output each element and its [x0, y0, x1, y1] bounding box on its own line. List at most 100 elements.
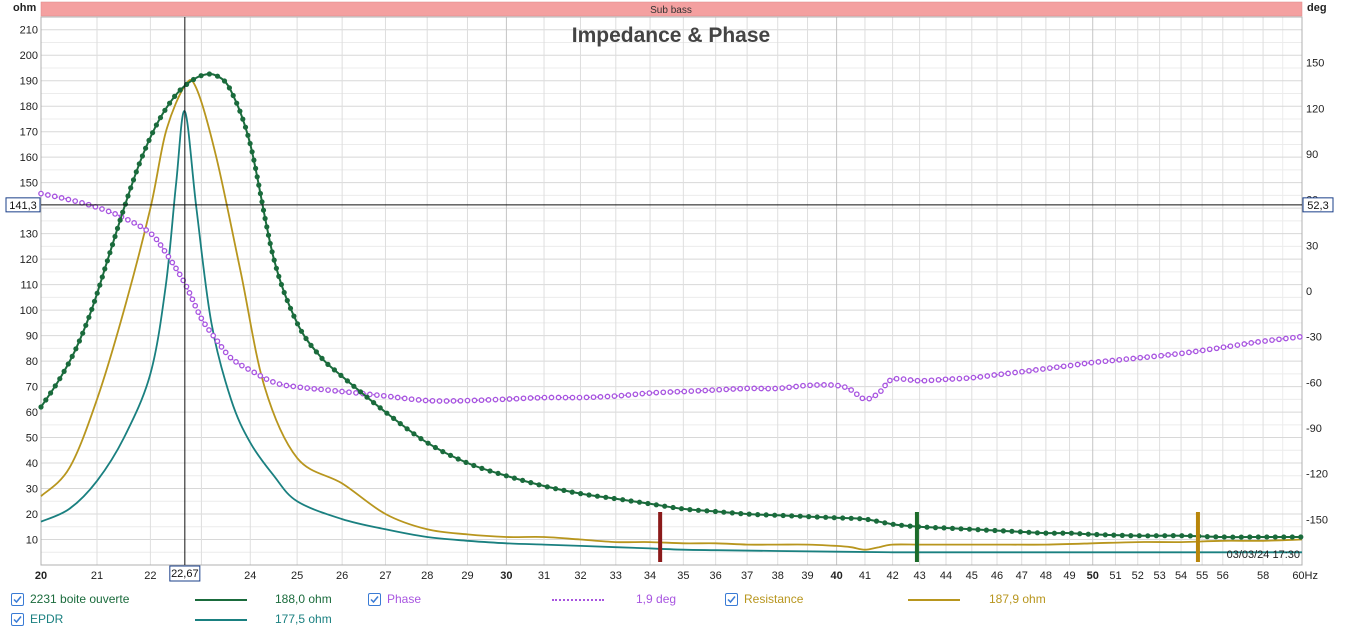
- series-2231-boite-ouverte-point: [52, 383, 58, 389]
- series-2231-boite-ouverte-point: [303, 335, 309, 342]
- series-phase-point: [51, 193, 58, 200]
- series-phase-point: [1088, 359, 1095, 366]
- series-phase-point: [723, 386, 730, 393]
- series-phase-point: [841, 384, 848, 390]
- series-phase-point: [1220, 344, 1227, 351]
- series-phase-point: [112, 211, 118, 217]
- series-2231-boite-ouverte-point: [528, 480, 534, 486]
- series-2231-boite-ouverte-point: [109, 242, 116, 248]
- series-2231-boite-ouverte-point: [645, 500, 651, 507]
- legend-value-2231: 188,0 ohm: [275, 592, 332, 606]
- series-phase-point: [318, 386, 324, 393]
- series-2231-boite-ouverte-point: [249, 149, 255, 155]
- series-2231-boite-ouverte-point: [992, 527, 998, 534]
- series-2231-boite-ouverte-point: [172, 93, 178, 99]
- series-2231-boite-ouverte-point: [265, 232, 272, 238]
- series-phase-point: [914, 377, 921, 384]
- series-phase-point: [625, 392, 632, 398]
- series-2231-boite-ouverte-point: [294, 321, 301, 327]
- y-right-tick-label: -120: [1306, 469, 1328, 481]
- cursor-layer[interactable]: 22,67 141,3 52,3: [5, 17, 1334, 582]
- series-phase-point: [900, 376, 907, 382]
- x-tick-label: 47: [1016, 570, 1028, 582]
- legend-item-epdr[interactable]: EPDR: [11, 610, 63, 628]
- series-epdr-line: [40, 110, 1302, 554]
- series-phase-point: [1137, 354, 1144, 361]
- y-left-tick-label: 80: [26, 356, 38, 368]
- series-2231-boite-ouverte-point: [1009, 528, 1015, 534]
- series-2231-boite-ouverte-point: [857, 516, 863, 522]
- markers-layer: [658, 512, 1200, 562]
- series-2231-boite-ouverte-point: [586, 492, 592, 498]
- series-2231-boite-ouverte-point: [636, 499, 643, 505]
- legend-label-resistance: Resistance: [744, 592, 804, 606]
- series-2231-boite-ouverte-point: [1145, 533, 1151, 539]
- y-right-tick-label: -150: [1306, 514, 1328, 526]
- checkbox-resistance[interactable]: [725, 592, 738, 606]
- series-phase-point: [928, 377, 935, 384]
- checkbox-epdr[interactable]: [11, 612, 24, 626]
- series-2231-boite-ouverte-point: [440, 449, 446, 455]
- legend-item-resistance[interactable]: Resistance: [725, 590, 803, 608]
- cursor-y-right-label: 52,3: [1307, 200, 1328, 212]
- series-phase-point: [1081, 360, 1088, 367]
- series-2231-boite-ouverte-point: [823, 514, 829, 520]
- cursor-y-right-label-box: [1302, 197, 1334, 213]
- y-left-tick-label: 100: [20, 305, 38, 317]
- series-phase-point: [1095, 359, 1102, 365]
- checkbox-phase[interactable]: [368, 592, 381, 606]
- x-tick-label: 53: [1153, 570, 1165, 582]
- series-phase-point: [1019, 368, 1025, 375]
- series-2231-boite-ouverte-point: [298, 328, 305, 334]
- series-2231-boite-ouverte-point: [463, 459, 469, 465]
- checkbox-2231[interactable]: [11, 592, 24, 606]
- series-phase-point: [137, 223, 144, 230]
- x-tick-label: 22: [144, 570, 156, 582]
- series-2231-boite-ouverte-point: [120, 209, 126, 215]
- y-right-tick-label: -30: [1306, 332, 1322, 344]
- series-2231-boite-ouverte-point: [308, 342, 314, 348]
- series-2231-boite-ouverte-point: [1153, 533, 1159, 539]
- series-2231-boite-ouverte-point: [247, 140, 253, 147]
- series-2231-boite-ouverte-point: [38, 404, 44, 410]
- series-2231-boite-ouverte-point: [259, 199, 265, 205]
- series-phase-point: [1053, 364, 1060, 371]
- series-phase-point: [443, 398, 450, 404]
- series-layer: [38, 71, 1304, 554]
- series-phase-point: [58, 195, 65, 201]
- legend-item-2231[interactable]: 2231 boite ouverte: [11, 590, 129, 608]
- series-2231-boite-ouverte-point: [313, 349, 319, 355]
- series-2231-boite-ouverte-point: [291, 313, 297, 319]
- x-tick-label: 27: [379, 570, 391, 582]
- series-2231-boite-ouverte-point: [578, 491, 584, 497]
- series-2231-boite-ouverte-point: [57, 376, 63, 382]
- series-2231-boite-ouverte-point: [662, 503, 668, 509]
- series-phase-point: [688, 388, 695, 394]
- series-2231-boite-ouverte-point: [240, 116, 246, 122]
- x-tick-label: 30: [500, 570, 512, 582]
- x-tick-label: 32: [574, 570, 586, 582]
- series-2231-boite-ouverte-point: [262, 215, 268, 222]
- y-left-tick-label: 190: [20, 76, 38, 88]
- x-tick-label: 43: [913, 570, 925, 582]
- series-2231-boite-ouverte-point: [1272, 534, 1278, 540]
- series-2231-boite-ouverte-point: [1068, 530, 1074, 536]
- band-bar[interactable]: [40, 1, 1303, 17]
- series-2231-boite-ouverte-point: [611, 495, 617, 502]
- series-phase-point: [263, 376, 270, 382]
- series-phase-point: [297, 384, 304, 391]
- legend-item-phase[interactable]: Phase: [368, 590, 421, 608]
- series-2231-boite-ouverte-point: [511, 475, 517, 481]
- series-2231-boite-ouverte-point: [97, 282, 103, 288]
- series-2231-boite-ouverte-point: [1238, 534, 1244, 540]
- series-phase-point: [72, 198, 79, 204]
- series-phase-point: [189, 296, 196, 303]
- series-2231-boite-ouverte-point: [254, 174, 260, 180]
- series-phase-point: [1172, 351, 1178, 357]
- series-2231-boite-ouverte-point: [746, 511, 752, 517]
- series-2231-boite-ouverte-point: [772, 512, 778, 518]
- series-2231-boite-ouverte-point: [104, 258, 110, 264]
- series-phase-point: [814, 382, 820, 388]
- x-tick-label: 29: [461, 570, 473, 582]
